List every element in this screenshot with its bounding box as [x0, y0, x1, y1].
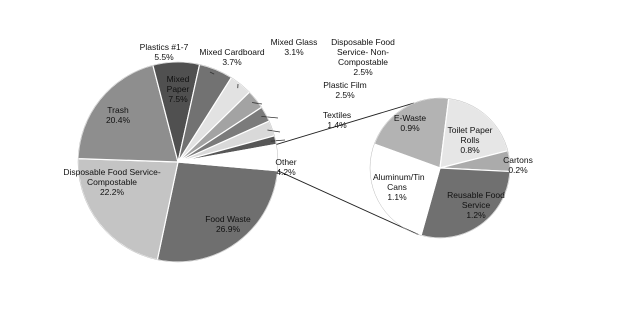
slice-name: Toilet Paper Rolls	[447, 125, 493, 145]
slice-label: Reusable Food Service 1.2%	[441, 190, 511, 220]
slice-label: Plastic Film 2.5%	[315, 80, 375, 100]
slice-label: Other 4.2%	[266, 157, 306, 177]
slice-name: E-Waste	[393, 113, 427, 123]
slice-value-label: 20.4%	[105, 115, 131, 125]
leader-line	[267, 129, 281, 133]
slice-name: Trash	[107, 105, 129, 115]
slice-name: Other	[275, 157, 297, 167]
slice-value-label: 0.9%	[400, 123, 420, 133]
slice-value-label: 3.7%	[222, 57, 242, 67]
slice-label: Cartons 0.2%	[493, 155, 543, 175]
slice-value-label: 4.2%	[276, 167, 296, 177]
leader-line	[251, 102, 263, 105]
slice-label: Aluminum/Tin Cans 1.1%	[373, 172, 425, 202]
slice-name: Disposable Food Service- Compostable	[63, 167, 161, 187]
slice-value-label: 7.5%	[168, 94, 188, 104]
slice-name: Food Waste	[205, 214, 251, 224]
slice-name: Cartons	[503, 155, 533, 165]
slice-value-label: 1.1%	[387, 192, 407, 202]
slice-value-label: 26.9%	[215, 224, 241, 234]
connector-line	[276, 102, 414, 145]
slice-label: Mixed Paper 7.5%	[161, 74, 195, 104]
slice-label: Textiles 1.4%	[312, 110, 362, 130]
slice-value-label: 2.5%	[353, 67, 373, 77]
slice-value-label: 3.1%	[284, 47, 304, 57]
slice-name: Aluminum/Tin Cans	[373, 172, 425, 192]
slice-label: Plastics #1-7 5.5%	[134, 42, 194, 62]
slice-label: Trash 20.4%	[93, 105, 143, 125]
slice-label: Mixed Glass 3.1%	[264, 37, 324, 57]
slice-name: Plastic Film	[323, 80, 367, 90]
connector-line	[277, 170, 419, 235]
slice-name: Mixed Glass	[270, 37, 318, 47]
slice-outline	[369, 97, 511, 239]
slice-value-label: 22.2%	[99, 187, 125, 197]
slice-name: Textiles	[322, 110, 352, 120]
leader-line	[261, 115, 279, 119]
slice-value-label: 2.5%	[335, 90, 355, 100]
slice-value-label: 1.2%	[466, 210, 486, 220]
slice-outline	[77, 61, 279, 263]
slice-value-label: 5.5%	[154, 52, 174, 62]
slice-label: Toilet Paper Rolls 0.8%	[440, 125, 500, 155]
slice-label: Food Waste 26.9%	[193, 214, 263, 234]
leader-line	[270, 139, 286, 142]
slice-label: Disposable Food Service- Compostable 22.2…	[62, 167, 162, 197]
slice-value-label: 1.4%	[327, 120, 347, 130]
slice-label: E-Waste 0.9%	[385, 113, 435, 133]
slice-label: Mixed Cardboard 3.7%	[192, 47, 272, 67]
slice-name: Plastics #1-7	[139, 42, 189, 52]
slice-name: Reusable Food Service	[447, 190, 505, 210]
slice-name: Mixed Cardboard	[199, 47, 265, 57]
slice-label: Disposable Food Service- Non-Compostable…	[323, 37, 403, 77]
slice-value-label: 0.8%	[460, 145, 480, 155]
leader-line	[209, 71, 215, 75]
slice-value-label: 0.2%	[508, 165, 528, 175]
slice-name: Mixed Paper	[166, 74, 190, 94]
slice-name: Disposable Food Service- Non-Compostable	[331, 37, 395, 67]
